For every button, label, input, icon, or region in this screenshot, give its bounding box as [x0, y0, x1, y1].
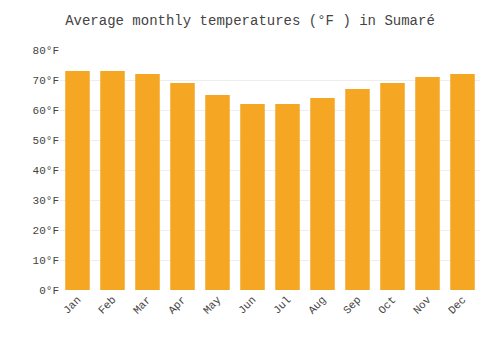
svg-text:70°F: 70°F	[33, 75, 59, 87]
svg-text:Sep: Sep	[341, 294, 363, 316]
svg-text:Jun: Jun	[236, 294, 258, 316]
svg-text:Nov: Nov	[411, 294, 434, 317]
svg-text:May: May	[201, 294, 224, 317]
svg-text:40°F: 40°F	[33, 165, 59, 177]
svg-text:Jan: Jan	[61, 294, 83, 316]
svg-text:0°F: 0°F	[39, 285, 59, 297]
svg-text:Apr: Apr	[166, 294, 188, 316]
svg-text:Dec: Dec	[446, 294, 468, 316]
svg-text:Jul: Jul	[271, 294, 293, 316]
svg-text:Mar: Mar	[131, 294, 153, 316]
svg-text:50°F: 50°F	[33, 135, 59, 147]
svg-text:60°F: 60°F	[33, 105, 59, 117]
svg-text:10°F: 10°F	[33, 255, 59, 267]
svg-text:20°F: 20°F	[33, 225, 59, 237]
svg-text:80°F: 80°F	[33, 45, 59, 57]
svg-text:Average monthly temperatures (: Average monthly temperatures (°F ) in Su…	[65, 13, 435, 29]
svg-text:Feb: Feb	[96, 294, 118, 316]
svg-text:30°F: 30°F	[33, 195, 59, 207]
svg-text:Oct: Oct	[376, 294, 398, 316]
svg-text:Aug: Aug	[306, 294, 328, 316]
